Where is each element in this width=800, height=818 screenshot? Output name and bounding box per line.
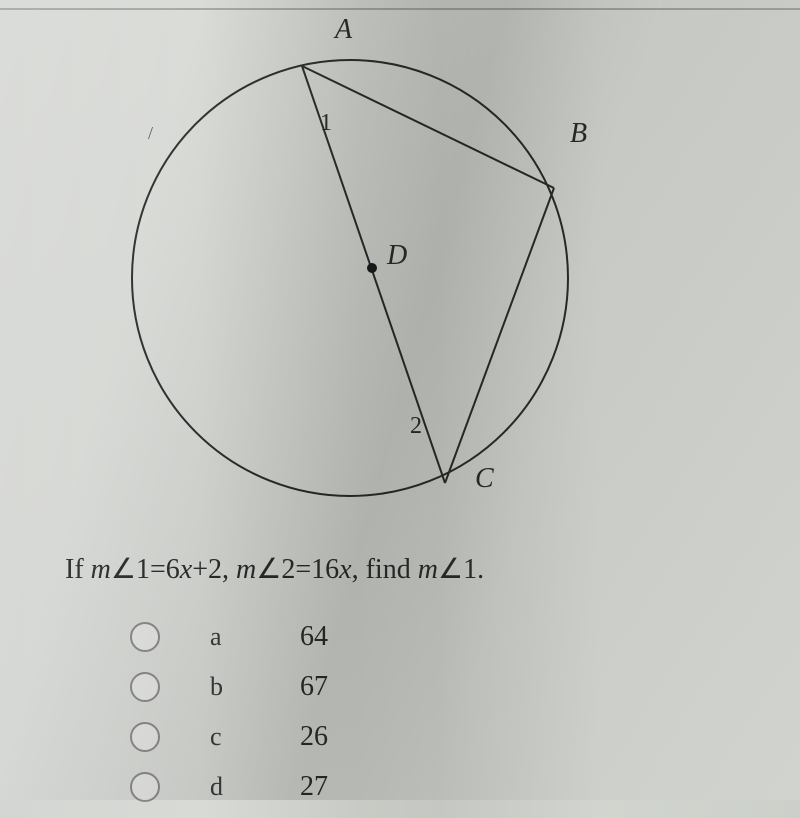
circle-diagram-svg — [100, 18, 600, 508]
label-a: A — [335, 14, 352, 46]
chord-ab — [302, 66, 554, 188]
q-part-12: ∠ — [438, 554, 463, 585]
option-b-row[interactable]: b 67 — [130, 668, 328, 706]
center-point-d — [367, 263, 377, 273]
q-part-8: 2=16 — [281, 554, 339, 585]
label-d: D — [387, 240, 407, 272]
option-a-row[interactable]: a 64 — [130, 618, 328, 656]
main-circle — [132, 60, 568, 496]
radio-b[interactable] — [130, 672, 160, 702]
chord-bc — [445, 188, 554, 483]
option-a-letter: a — [210, 622, 300, 652]
tick-mark: / — [148, 123, 153, 144]
option-c-value: 26 — [300, 721, 328, 753]
q-part-13: 1. — [463, 554, 484, 585]
label-c: C — [475, 463, 494, 495]
q-part-9: x — [339, 554, 351, 585]
q-part-4: x — [180, 554, 192, 585]
angle-2-label: 2 — [410, 413, 422, 440]
radio-a[interactable] — [130, 622, 160, 652]
answer-options: a 64 b 67 c 26 d 27 — [130, 618, 328, 818]
question-text: If m∠1=6x+2, m∠2=16x, find m∠1. — [65, 552, 484, 586]
q-part-2: ∠ — [111, 554, 136, 585]
q-part-6: m — [236, 554, 256, 585]
option-c-row[interactable]: c 26 — [130, 718, 328, 756]
option-c-letter: c — [210, 722, 300, 752]
q-part-5: +2, — [192, 554, 236, 585]
q-part-3: 1=6 — [136, 554, 180, 585]
option-b-letter: b — [210, 672, 300, 702]
option-d-letter: d — [210, 772, 300, 802]
q-part-11: m — [418, 554, 438, 585]
q-part-7: ∠ — [256, 554, 281, 585]
option-b-value: 67 — [300, 671, 328, 703]
radio-c[interactable] — [130, 722, 160, 752]
q-part-1: m — [91, 554, 111, 585]
header-divider — [0, 8, 800, 10]
geometry-diagram: A B C D 1 2 / — [100, 18, 600, 508]
option-d-row[interactable]: d 27 — [130, 768, 328, 806]
q-part-0: If — [65, 554, 91, 585]
option-d-value: 27 — [300, 771, 328, 803]
option-a-value: 64 — [300, 621, 328, 653]
angle-1-label: 1 — [320, 110, 332, 137]
radio-d[interactable] — [130, 772, 160, 802]
label-b: B — [570, 118, 587, 150]
q-part-10: , find — [352, 554, 418, 585]
